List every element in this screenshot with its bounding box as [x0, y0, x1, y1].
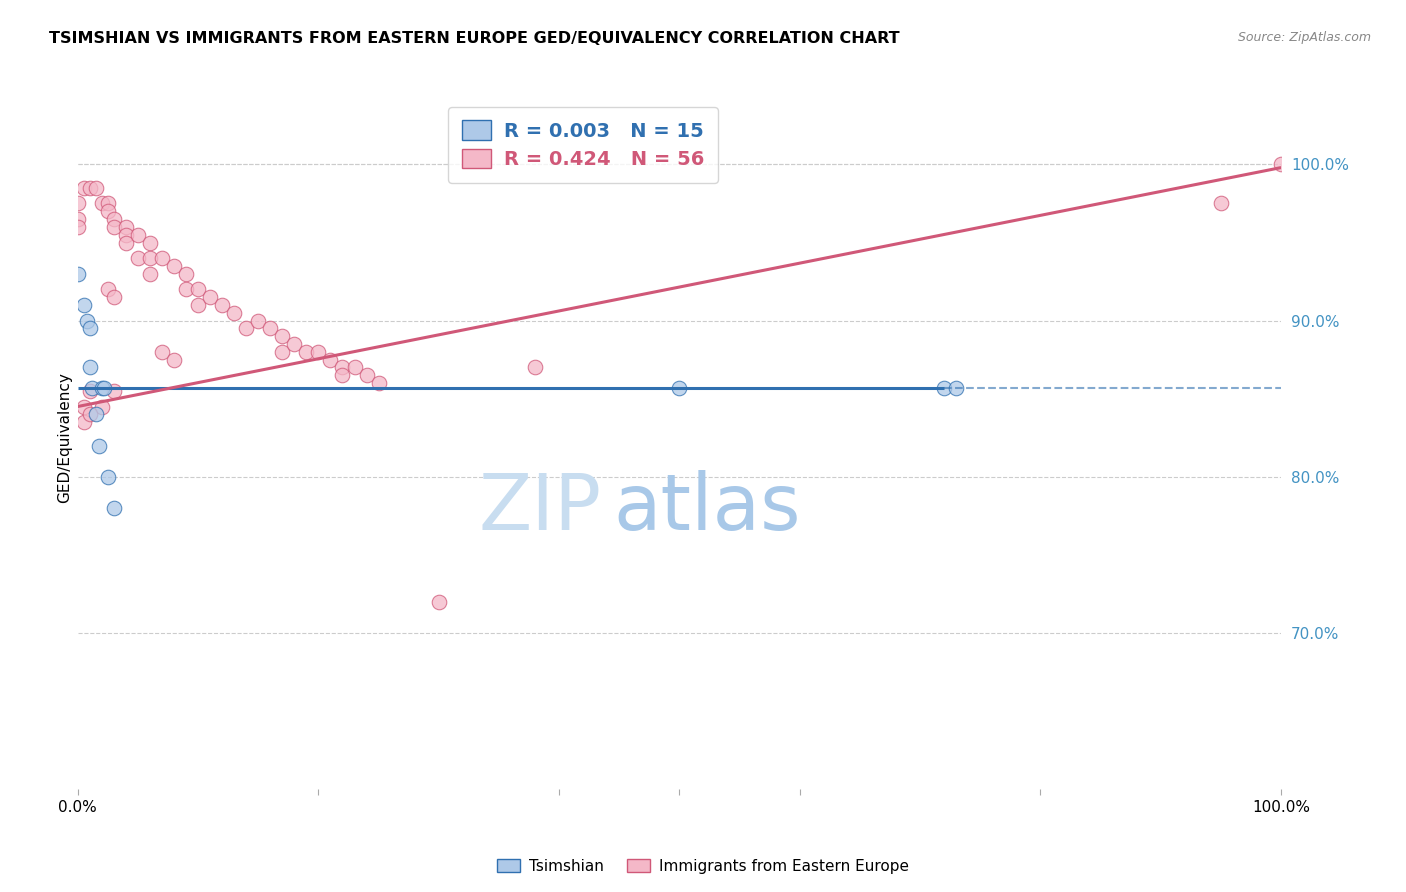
Point [235, 321, 257, 335]
Legend: Tsimshian, Immigrants from Eastern Europe: Tsimshian, Immigrants from Eastern Europ… [491, 853, 915, 880]
Point [66, 219, 89, 234]
Point [1270, 157, 1292, 171]
Point [427, 595, 450, 609]
Point [97, 282, 120, 296]
Point [115, 235, 138, 250]
Point [247, 313, 270, 327]
Y-axis label: GED/Equivalency: GED/Equivalency [58, 372, 72, 503]
Point [73, 415, 96, 429]
Point [93, 381, 115, 395]
Point [103, 212, 125, 227]
Point [150, 344, 173, 359]
Point [103, 219, 125, 234]
Point [945, 381, 967, 395]
Point [79, 360, 101, 375]
Point [332, 360, 354, 375]
Point [139, 235, 162, 250]
Point [187, 282, 209, 296]
Point [174, 282, 197, 296]
Point [139, 251, 162, 265]
Point [139, 267, 162, 281]
Point [259, 321, 281, 335]
Point [73, 400, 96, 414]
Point [103, 501, 125, 516]
Point [1209, 196, 1232, 211]
Point [283, 337, 305, 351]
Point [319, 352, 342, 367]
Point [79, 321, 101, 335]
Point [97, 470, 120, 484]
Point [79, 407, 101, 421]
Point [127, 227, 149, 242]
Text: atlas: atlas [613, 470, 801, 546]
Point [73, 298, 96, 312]
Point [90, 196, 112, 211]
Point [271, 329, 294, 343]
Point [66, 212, 89, 227]
Point [97, 196, 120, 211]
Point [73, 181, 96, 195]
Point [127, 251, 149, 265]
Point [163, 259, 186, 273]
Text: TSIMSHIAN VS IMMIGRANTS FROM EASTERN EUROPE GED/EQUIVALENCY CORRELATION CHART: TSIMSHIAN VS IMMIGRANTS FROM EASTERN EUR… [49, 31, 900, 46]
Point [356, 368, 378, 383]
Point [163, 352, 186, 367]
Point [934, 381, 956, 395]
Point [211, 298, 233, 312]
Point [84, 407, 107, 421]
Point [90, 400, 112, 414]
Point [115, 227, 138, 242]
Point [90, 381, 112, 395]
Point [198, 290, 221, 304]
Point [187, 298, 209, 312]
Text: Source: ZipAtlas.com: Source: ZipAtlas.com [1237, 31, 1371, 45]
Point [150, 251, 173, 265]
Legend: R = 0.003   N = 15, R = 0.424   N = 56: R = 0.003 N = 15, R = 0.424 N = 56 [449, 107, 718, 183]
Point [343, 360, 366, 375]
Point [66, 267, 89, 281]
Point [668, 381, 690, 395]
Text: ZIP: ZIP [478, 470, 602, 546]
Point [271, 344, 294, 359]
Point [367, 376, 389, 390]
Point [224, 306, 246, 320]
Point [115, 219, 138, 234]
Point [66, 196, 89, 211]
Point [89, 439, 111, 453]
Point [332, 368, 354, 383]
Point [79, 384, 101, 398]
Point [174, 267, 197, 281]
Point [79, 181, 101, 195]
Point [103, 384, 125, 398]
Point [82, 381, 104, 395]
Point [295, 344, 318, 359]
Point [76, 313, 98, 327]
Point [307, 344, 329, 359]
Point [103, 290, 125, 304]
Point [97, 204, 120, 219]
Point [524, 360, 547, 375]
Point [84, 181, 107, 195]
